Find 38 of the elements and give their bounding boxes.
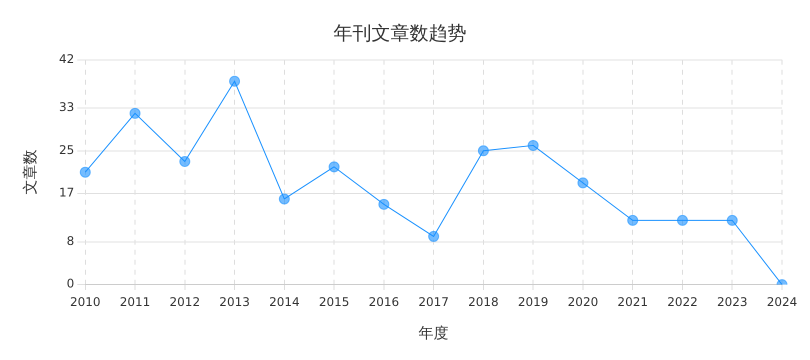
y-tick-label: 8 xyxy=(66,234,74,248)
point xyxy=(428,230,440,242)
point xyxy=(328,161,340,172)
point xyxy=(378,198,390,210)
point xyxy=(577,177,588,188)
x-tick-label: 2016 xyxy=(368,294,400,309)
x-tick-label: 2015 xyxy=(318,294,350,309)
point xyxy=(627,214,638,226)
chart-title: 年刊文章数趋势 xyxy=(334,22,466,44)
x-tick-label: 2023 xyxy=(716,294,748,309)
point xyxy=(229,76,240,87)
point xyxy=(676,214,688,226)
point xyxy=(528,140,539,151)
point xyxy=(80,166,91,178)
point xyxy=(726,214,738,226)
x-tick-label: 2013 xyxy=(219,294,250,309)
x-tick-label: 2017 xyxy=(418,294,449,309)
y-axis-title: 文章数 xyxy=(20,150,39,195)
x-tick-label: 2019 xyxy=(518,294,548,309)
point xyxy=(478,145,489,156)
x-tick-label: 2011 xyxy=(120,294,150,309)
x-tick-label: 2021 xyxy=(617,294,648,309)
x-tick-label: 2012 xyxy=(170,294,200,309)
point xyxy=(130,108,141,119)
y-tick-label: 25 xyxy=(58,142,74,157)
y-tick-label: 17 xyxy=(58,186,74,200)
y-tick-label: 42 xyxy=(58,52,74,66)
y-tick-label: 0 xyxy=(66,276,74,291)
x-tick-label: 2022 xyxy=(667,294,698,309)
point xyxy=(179,156,190,167)
x-tick-label: 2018 xyxy=(468,294,499,309)
x-tick-label: 2014 xyxy=(269,294,300,309)
point xyxy=(278,193,290,204)
x-axis-title: 年度 xyxy=(418,324,449,342)
x-tick-label: 2020 xyxy=(568,294,598,309)
x-tick-label: 2010 xyxy=(70,294,101,309)
y-tick-label: 33 xyxy=(58,100,74,114)
x-tick-label: 2024 xyxy=(766,294,798,309)
